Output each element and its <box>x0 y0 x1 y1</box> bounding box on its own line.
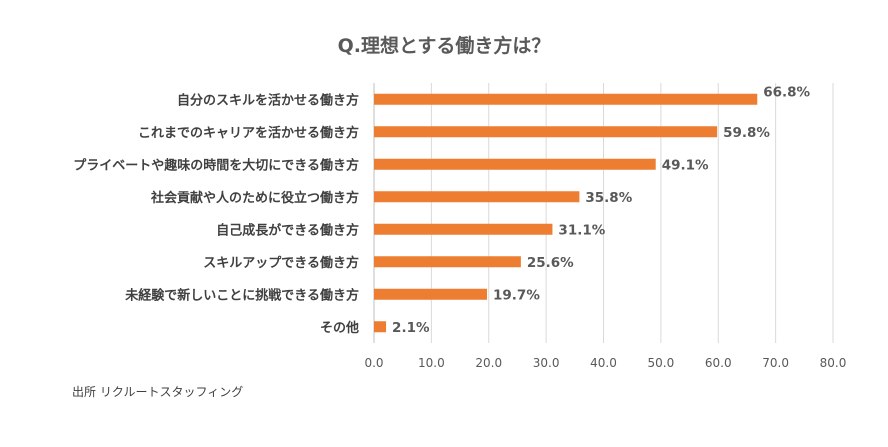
category-label: 社会貢献や人のために役立つ働き方 <box>150 190 359 206</box>
data-label: 19.7% <box>493 287 540 303</box>
category-label: スキルアップできる働き方 <box>203 255 359 271</box>
data-label: 66.8% <box>763 84 810 100</box>
x-tick-label: 30.0 <box>533 356 560 370</box>
data-label: 31.1% <box>558 222 605 238</box>
bar <box>374 126 718 138</box>
category-label: これまでのキャリアを活かせる働き方 <box>138 125 359 141</box>
category-labels: 自分のスキルを活かせる働き方これまでのキャリアを活かせる働き方プライベートや趣味… <box>73 92 359 336</box>
bar <box>374 223 553 235</box>
category-label: 未経験で新しいことに挑戦できる働き方 <box>124 287 359 303</box>
bars <box>374 93 758 333</box>
x-axis-ticks: 0.0 10.0 20.0 30.0 40.0 50.0 60.0 70.0 80.0 <box>364 356 846 370</box>
bar <box>374 288 488 300</box>
x-tick-label: 60.0 <box>705 356 732 370</box>
x-tick-label: 10.0 <box>418 356 445 370</box>
x-tick-label: 20.0 <box>475 356 502 370</box>
chart-title: Q.理想とする働き方は？ <box>338 34 551 57</box>
bar <box>374 256 521 268</box>
bar <box>374 191 580 203</box>
category-label: その他 <box>320 320 359 336</box>
category-label: 自己成長ができる働き方 <box>216 222 359 238</box>
bar <box>374 321 387 333</box>
value-labels: 66.8% 59.8% 49.1% 35.8% 31.1% 25.6% 19.7% 2.1% <box>392 84 811 336</box>
category-label: プライベートや趣味の時間を大切にできる働き方 <box>73 157 359 173</box>
bar <box>374 158 656 170</box>
x-tick-label: 40.0 <box>590 356 617 370</box>
data-label: 49.1% <box>662 157 709 173</box>
x-tick-label: 50.0 <box>648 356 675 370</box>
data-label: 59.8% <box>723 125 770 141</box>
data-label: 35.8% <box>585 190 632 206</box>
x-tick-label: 0.0 <box>364 356 383 370</box>
bar <box>374 93 758 105</box>
category-label: 自分のスキルを活かせる働き方 <box>177 92 359 108</box>
data-label: 25.6% <box>527 255 574 271</box>
data-label: 2.1% <box>392 320 430 336</box>
gridlines <box>373 83 834 343</box>
x-tick-label: 70.0 <box>762 356 789 370</box>
x-tick-label: 80.0 <box>820 356 847 370</box>
source-note: 出所 リクルートスタッフィング <box>72 385 243 399</box>
